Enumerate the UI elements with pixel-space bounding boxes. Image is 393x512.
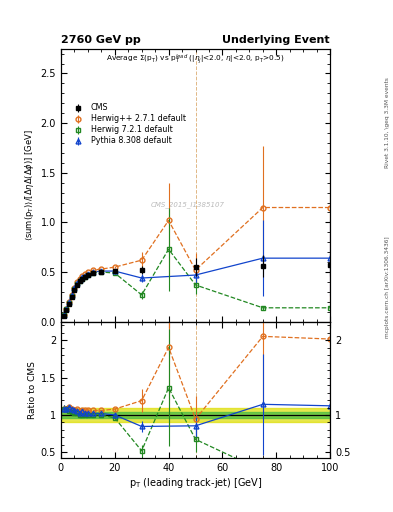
Bar	[61, 412, 330, 418]
Text: mcplots.cern.ch [arXiv:1306.3436]: mcplots.cern.ch [arXiv:1306.3436]	[385, 236, 389, 337]
Y-axis label: $\langle$sum(p$_\mathregular{T}$)$\rangle$/[$\Delta\eta\Delta(\Delta\phi)$] [GeV: $\langle$sum(p$_\mathregular{T}$)$\rangl…	[24, 129, 37, 241]
Text: Rivet 3.1.10, \geq 3.3M events: Rivet 3.1.10, \geq 3.3M events	[385, 77, 389, 168]
X-axis label: p$_\mathregular{T}$ (leading track-jet) [GeV]: p$_\mathregular{T}$ (leading track-jet) …	[129, 476, 262, 490]
Bar	[61, 408, 330, 422]
Text: Average $\Sigma$(p$_\mathregular{T}$) vs p$_\mathregular{T}^{lead}$ ($|\eta_j|$<: Average $\Sigma$(p$_\mathregular{T}$) vs…	[106, 53, 285, 67]
Text: Underlying Event: Underlying Event	[222, 34, 330, 45]
Text: CMS_2015_I1385107: CMS_2015_I1385107	[151, 201, 224, 208]
Legend: CMS, Herwig++ 2.7.1 default, Herwig 7.2.1 default, Pythia 8.308 default: CMS, Herwig++ 2.7.1 default, Herwig 7.2.…	[68, 102, 187, 147]
Y-axis label: Ratio to CMS: Ratio to CMS	[28, 361, 37, 419]
Text: 2760 GeV pp: 2760 GeV pp	[61, 34, 141, 45]
